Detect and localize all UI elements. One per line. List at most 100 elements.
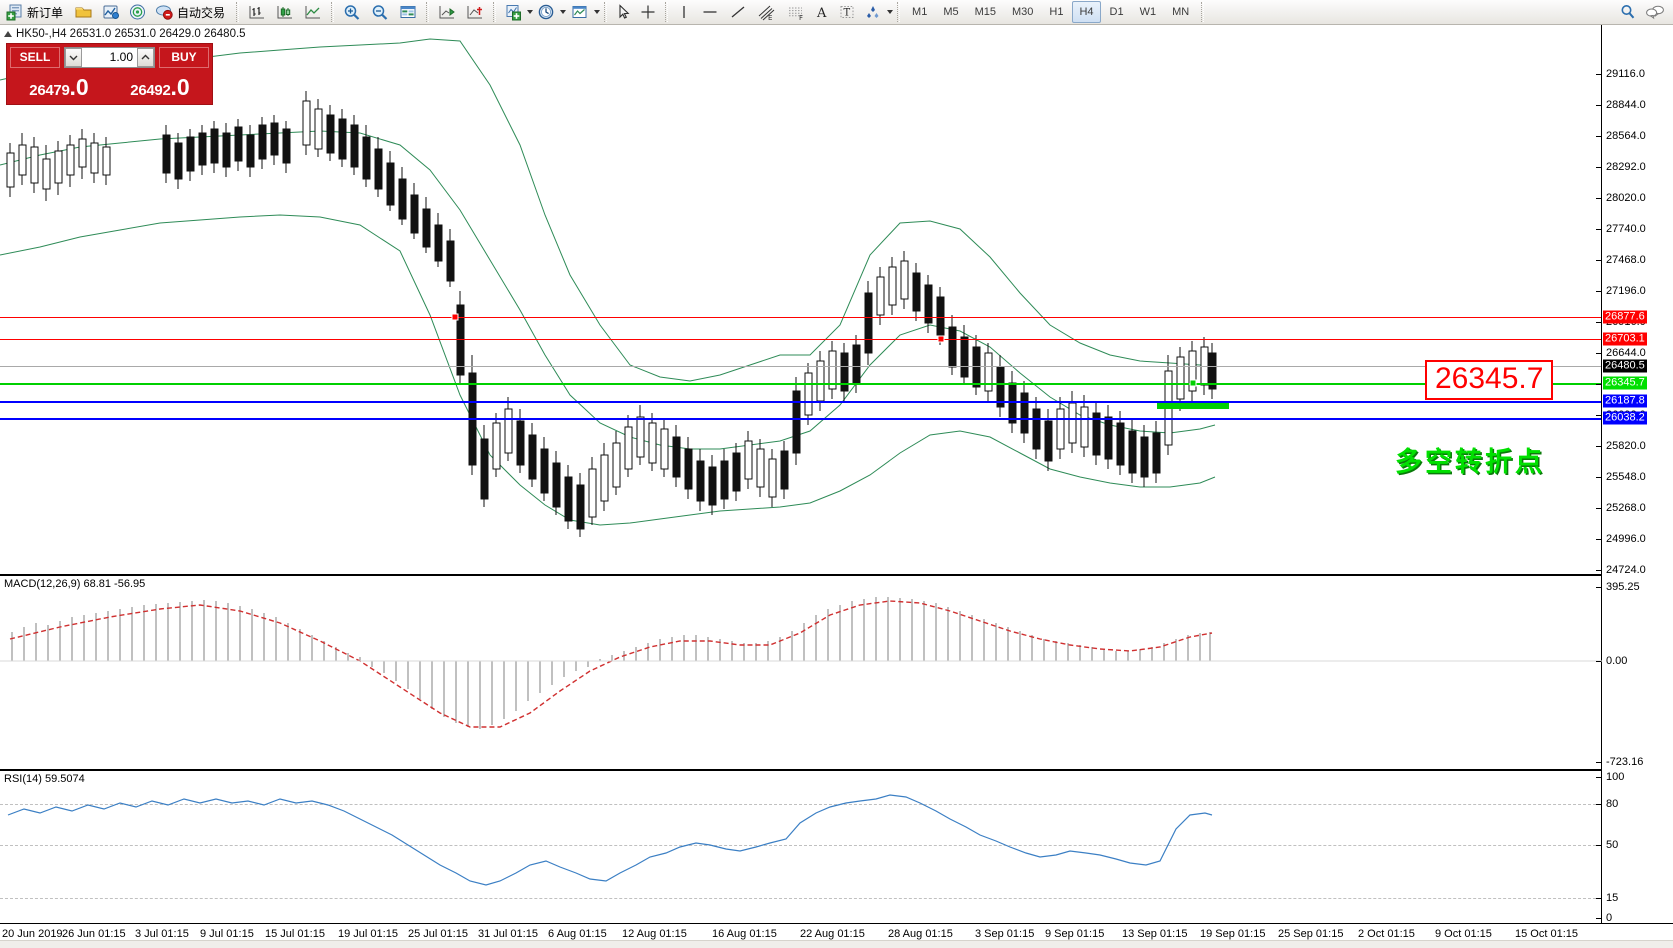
line-chart-button[interactable]: [300, 1, 326, 23]
time-tick-label: 22 Aug 01:15: [800, 928, 865, 940]
volume-input[interactable]: 1.00: [82, 47, 137, 67]
cursor-icon: [619, 4, 630, 19]
resistance-handle-1[interactable]: [451, 313, 459, 321]
vline-button[interactable]: [673, 1, 695, 23]
timeframe-h1[interactable]: H1: [1049, 6, 1064, 18]
profiles-button[interactable]: [98, 1, 123, 23]
axis-tick: [1596, 845, 1601, 846]
sell-price-cell[interactable]: 26479 .0: [10, 70, 108, 101]
data-window-icon: [400, 6, 416, 18]
new-order-button[interactable]: 新订单: [3, 1, 69, 23]
crosshair-button[interactable]: [636, 1, 660, 23]
support-line-2[interactable]: [0, 418, 1601, 420]
one-click-trading-panel[interactable]: SELL 1.00 BUY 26479 .0: [6, 43, 213, 105]
volume-increase-button[interactable]: [137, 47, 154, 67]
toolbar-separator: [493, 2, 497, 22]
period-dropdown-arrow[interactable]: [560, 10, 567, 14]
axis-tick: [1596, 762, 1601, 763]
toolbar-separator: [897, 2, 901, 22]
resistance-handle-2[interactable]: [937, 335, 945, 343]
macd-tick-label: 0.00: [1606, 655, 1628, 667]
resistance-line-1[interactable]: [0, 317, 1601, 318]
rsi-level-15: [0, 898, 1601, 899]
templates-dropdown-arrow[interactable]: [594, 10, 601, 14]
auto-scroll-button[interactable]: [462, 1, 488, 23]
sell-price-fraction: .0: [69, 74, 89, 101]
equidistant-channel-button[interactable]: E: [753, 1, 781, 23]
sell-button[interactable]: SELL: [10, 46, 60, 68]
search-button[interactable]: [1616, 1, 1640, 23]
chat-button[interactable]: [1642, 1, 1670, 23]
chart-canvas[interactable]: 29116.0 28844.0 28564.0 28292.0 28020.0 …: [0, 25, 1673, 948]
price-axis[interactable]: [1601, 25, 1602, 923]
timeframe-m30[interactable]: M30: [1012, 6, 1034, 18]
toolbar-separator: [604, 2, 608, 22]
shapes-dropdown-arrow[interactable]: [887, 10, 894, 14]
volume-stepper[interactable]: 1.00: [64, 46, 155, 68]
pivot-handle[interactable]: [1189, 379, 1197, 387]
macd-pane[interactable]: [0, 577, 1602, 761]
buy-button[interactable]: BUY: [159, 46, 209, 68]
resistance-line-2[interactable]: [0, 339, 1601, 340]
autotrading-button[interactable]: 自动交易: [152, 1, 231, 23]
autotrading-label: 自动交易: [177, 5, 226, 20]
axis-tick: [1596, 477, 1601, 478]
templates-button[interactable]: [567, 1, 592, 23]
time-tick-label: 13 Sep 01:15: [1122, 928, 1188, 940]
hline-button[interactable]: [697, 1, 723, 23]
price-tag-pivot[interactable]: 26345.7: [1603, 376, 1647, 390]
cursor-button[interactable]: [612, 1, 634, 23]
timeframe-m5[interactable]: M5: [943, 6, 959, 18]
vline-icon: [683, 6, 685, 18]
price-tag-support-2[interactable]: 26038.2: [1603, 411, 1647, 425]
symbol-info-bar[interactable]: HK50-,H4 26531.0 26531.0 26429.0 26480.5: [4, 28, 246, 40]
bar-chart-button[interactable]: [244, 1, 270, 23]
timeframe-w1[interactable]: W1: [1139, 6, 1157, 18]
macd-tick-label: 395.25: [1606, 581, 1640, 593]
candlestick-chart-button[interactable]: [272, 1, 298, 23]
new-order-icon: [6, 4, 22, 21]
rsi-label[interactable]: RSI(14) 59.5074: [4, 773, 85, 785]
timeframe-mn[interactable]: MN: [1172, 6, 1190, 18]
auto-scroll-icon: [467, 6, 483, 19]
signals-button[interactable]: [125, 1, 150, 23]
price-tag-resistance-1[interactable]: 26877.6: [1603, 310, 1647, 324]
pivot-line[interactable]: [0, 383, 1601, 385]
zoom-out-button[interactable]: [367, 1, 393, 23]
price-tag-support-1[interactable]: 26187.8: [1603, 394, 1647, 408]
indicators-icon: [506, 5, 522, 21]
volume-decrease-button[interactable]: [65, 47, 82, 67]
macd-label[interactable]: MACD(12,26,9) 68.81 -56.95: [4, 578, 146, 590]
timeframe-h4[interactable]: H4: [1072, 1, 1101, 23]
collapse-triangle-icon[interactable]: [4, 31, 12, 37]
period-button[interactable]: [534, 1, 558, 23]
indicators-button[interactable]: [501, 1, 525, 23]
folder-button[interactable]: [71, 1, 96, 23]
text-button[interactable]: A: [811, 1, 833, 23]
axis-tick: [1596, 105, 1601, 106]
axis-tick: [1596, 167, 1601, 168]
data-window-button[interactable]: [395, 1, 421, 23]
timeframe-m15[interactable]: M15: [974, 6, 996, 18]
support-line-1[interactable]: [0, 401, 1601, 403]
time-tick-label: 31 Jul 01:15: [478, 928, 538, 940]
fibonacci-button[interactable]: F: [783, 1, 809, 23]
equidistant-channel-icon: E: [758, 5, 775, 21]
text-label-button[interactable]: T: [835, 1, 859, 23]
trendline-button[interactable]: [725, 1, 751, 23]
timeframe-d1[interactable]: D1: [1109, 6, 1124, 18]
shapes-button[interactable]: [861, 1, 885, 23]
buy-price-cell[interactable]: 26492 .0: [111, 70, 209, 101]
pivot-callout-box[interactable]: 26345.7: [1425, 360, 1554, 400]
time-tick-label: 15 Jul 01:15: [265, 928, 325, 940]
price-tick-label: 24724.0: [1606, 564, 1646, 576]
timeframe-m1[interactable]: M1: [912, 6, 928, 18]
indicators-dropdown-arrow[interactable]: [527, 10, 534, 14]
time-tick-label: 9 Oct 01:15: [1435, 928, 1492, 940]
zoom-out-icon: [372, 5, 388, 20]
chart-shift-button[interactable]: [434, 1, 460, 23]
zoom-in-button[interactable]: [339, 1, 365, 23]
price-tag-resistance-2[interactable]: 26703.1: [1603, 332, 1647, 346]
price-tag-last[interactable]: 26480.5: [1603, 359, 1647, 373]
rsi-pane[interactable]: [0, 769, 1602, 923]
